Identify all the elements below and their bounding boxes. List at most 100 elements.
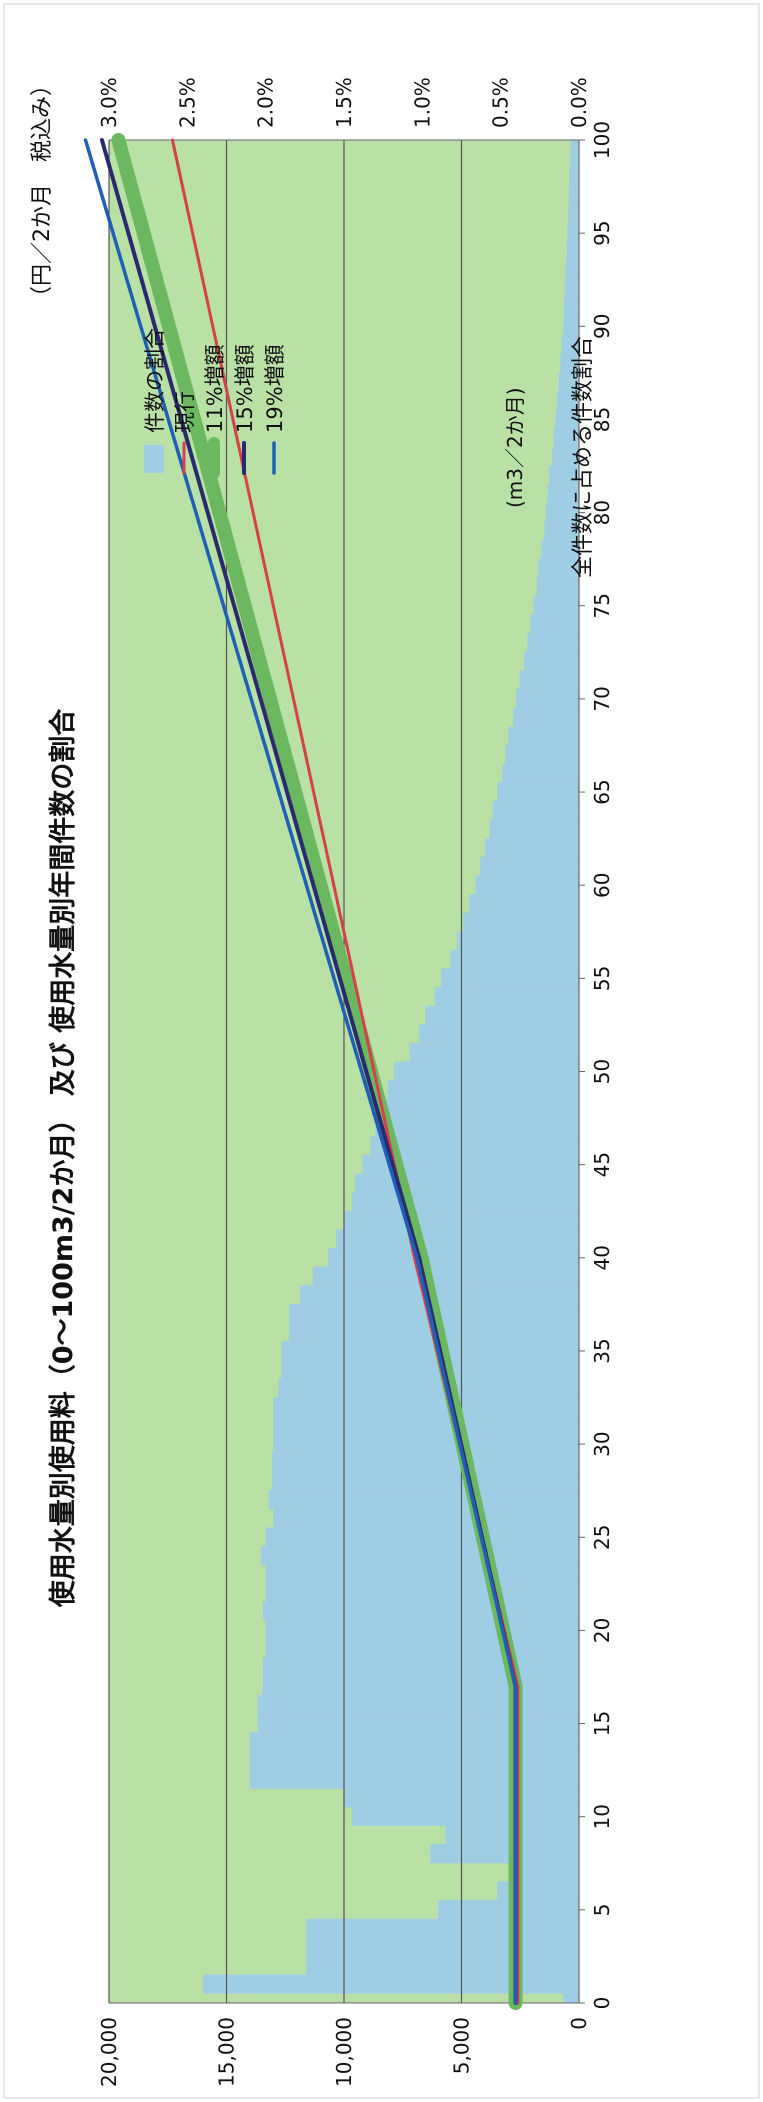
legend-label: 現行 [173,391,197,433]
y-right-tick-label: 1.5% [332,77,356,128]
share-bar [564,297,579,317]
share-bar [306,1955,579,1976]
share-bar [273,1415,579,1435]
x-tick-label: 75 [590,593,614,618]
share-bar [560,353,580,373]
share-bar [438,1900,579,1920]
x-tick-label: 5 [590,1903,614,1916]
x-tick-label: 25 [590,1525,614,1550]
share-bar [565,260,580,280]
share-bar [463,912,580,932]
share-bar [563,1993,579,2003]
x-tick-label: 0 [590,1997,614,2010]
y-left-tick-label: 10,000 [332,2017,356,2087]
share-bar [571,139,580,150]
share-bar [524,651,580,671]
share-bar [271,1452,579,1473]
share-bar [250,1769,579,1789]
share-bar [260,1546,579,1566]
x-tick-label: 100 [590,121,614,159]
legend-label: 11%増額 [203,344,227,433]
x-tick-label: 45 [590,1152,614,1177]
x-tick-label: 55 [590,966,614,991]
fee-lines [83,133,523,2010]
share-bar [480,856,579,876]
share-bar [513,707,580,727]
share-bar [336,1229,579,1249]
x-tick-label: 40 [590,1245,614,1270]
x-axis-label: (m3／2か月) [503,387,527,508]
x-tick-label: 65 [590,779,614,804]
share-bar [568,186,579,206]
y-right-tick-label: 2.5% [175,77,199,128]
share-bar [561,335,579,355]
share-bar [306,1918,579,1938]
share-bar [203,1974,579,1994]
share-bar [265,1527,579,1547]
y-right-tick-label: 1.0% [410,77,434,128]
share-bar [564,279,580,299]
share-bar [409,1043,579,1063]
share-bar [492,800,580,820]
share-bar [387,1080,579,1100]
share-bar [489,819,580,839]
share-bar [278,1378,579,1398]
share-bar [419,1024,580,1044]
x-tick-label: 20 [590,1618,614,1643]
share-bar [568,204,579,224]
share-bar [394,1061,579,1081]
share-bar [502,763,580,783]
share-bar [351,1192,580,1212]
share-bar [375,1117,580,1137]
x-tick-label: 10 [590,1804,614,1829]
share-bar [519,670,580,690]
x-tick-label: 80 [590,500,614,525]
chart-title: 使用水量別使用料（0～100m3/2か月） 及び 使用水量別年間件数の割合 [47,709,79,1609]
share-bar [527,633,579,653]
y-right-axis-ticks: 0.0% 0.5% 1.0% 1.5% 2.0% 2.5% 3.0% [97,77,591,128]
share-bar [497,782,579,802]
y-left-axis-ticks: 0 5,000 10,000 15,000 20,000 [97,2017,591,2087]
x-tick-label: 15 [590,1711,614,1736]
y-left-tick-label: 15,000 [215,2017,239,2087]
share-bar [271,1471,579,1491]
share-bar [300,1285,579,1305]
share-bar [450,949,579,970]
share-bar [485,838,579,858]
share-bar [557,391,579,411]
x-tick-label: 35 [590,1338,614,1363]
share-bar [469,894,580,914]
share-bar [536,577,580,597]
y-left-tick-label: 0 [567,2017,591,2030]
share-bar [312,1266,579,1286]
share-bar [268,1490,579,1510]
y-right-tick-label: 0.0% [567,77,591,128]
share-bar [257,1695,579,1715]
y-right-tick-label: 3.0% [97,77,121,128]
share-bar [262,1601,579,1622]
share-bar [533,595,579,616]
legend-label: 19%増額 [263,344,287,433]
legend: 件数の割合 現行 11%増額 15%増額 19%増額 [143,328,287,479]
x-tick-label: 95 [590,220,614,245]
share-bar [273,1397,579,1417]
share-bar [425,1005,580,1025]
share-bar [354,1173,580,1193]
share-bar [563,316,579,336]
share-bar [370,1136,579,1156]
share-bar [546,502,579,522]
x-tick-label: 60 [590,872,614,897]
share-bar [570,148,580,168]
share-bar [549,465,580,485]
x-tick-label: 70 [590,686,614,711]
legend-label: 15%増額 [233,344,257,433]
share-bar [456,931,579,951]
x-tick-label: 30 [590,1431,614,1456]
share-bar [552,446,579,467]
share-bar [567,223,579,243]
legend-label: 件数の割合 [143,328,167,433]
share-bar [262,1657,579,1677]
share-bar [475,875,580,895]
y-right-tick-label: 0.5% [489,77,513,128]
